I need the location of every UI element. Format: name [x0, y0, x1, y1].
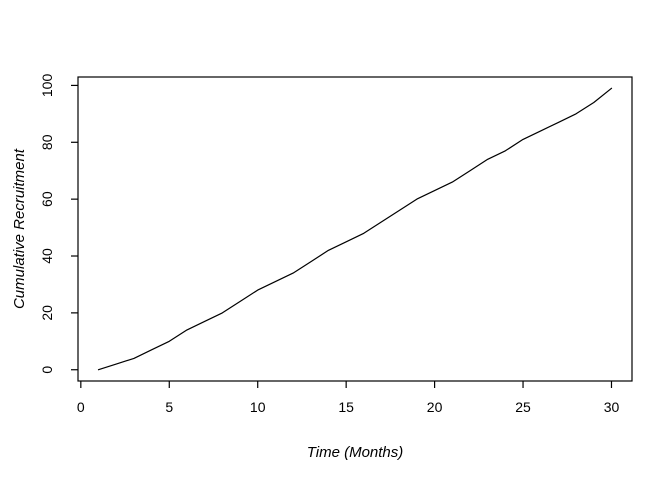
x-tick-label: 10 [250, 399, 266, 415]
x-tick-label: 30 [604, 399, 620, 415]
x-tick-label: 0 [77, 399, 85, 415]
y-tick-label: 40 [39, 248, 55, 264]
x-tick-label: 20 [427, 399, 443, 415]
x-tick-label: 15 [338, 399, 354, 415]
y-tick-label: 100 [39, 74, 55, 98]
x-axis-title: Time (Months) [306, 444, 404, 461]
recruitment-line [97, 87, 613, 371]
plot-frame [77, 76, 633, 382]
x-tick-label: 5 [165, 399, 173, 415]
y-tick-label: 20 [39, 305, 55, 321]
y-tick-label: 60 [39, 191, 55, 207]
y-axis-title: Cumulative Recruitment [11, 148, 28, 310]
y-tick-label: 0 [39, 366, 55, 374]
y-tick-label: 80 [39, 134, 55, 150]
x-tick-label: 25 [515, 399, 531, 415]
